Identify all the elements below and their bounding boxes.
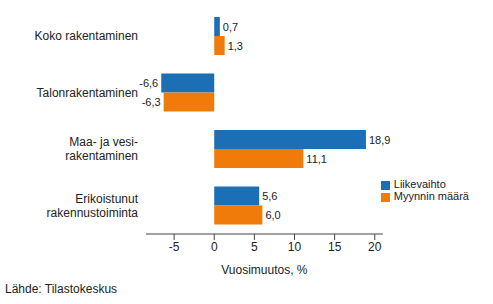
- svg-text:Talonrakentaminen: Talonrakentaminen: [37, 86, 138, 100]
- svg-text:6,0: 6,0: [265, 209, 280, 221]
- svg-text:15: 15: [328, 240, 342, 254]
- svg-text:Erikoistunutrakennustoiminta: Erikoistunutrakennustoiminta: [47, 192, 139, 220]
- svg-text:5: 5: [251, 240, 258, 254]
- svg-text:-6,6: -6,6: [139, 77, 158, 89]
- svg-text:Vuosimuutos, %: Vuosimuutos, %: [221, 263, 308, 277]
- svg-text:-5: -5: [169, 240, 180, 254]
- svg-text:0,7: 0,7: [223, 21, 238, 33]
- html-text:Liikevaihto: Liikevaihto: [393, 178, 446, 190]
- svg-text:1,3: 1,3: [228, 40, 243, 52]
- html-text:Myynnin määrä: Myynnin määrä: [393, 190, 469, 202]
- svg-text:-6,3: -6,3: [142, 96, 161, 108]
- svg-text:0: 0: [211, 240, 218, 254]
- svg-text:18,9: 18,9: [369, 134, 390, 146]
- svg-text:20: 20: [368, 240, 382, 254]
- svg-text:Koko rakentaminen: Koko rakentaminen: [35, 29, 138, 43]
- html-text:Lähde: Tilastokeskus: Lähde: Tilastokeskus: [5, 282, 118, 296]
- svg-text:5,6: 5,6: [262, 190, 277, 202]
- svg-text:Maa- ja vesi-rakentaminen: Maa- ja vesi-rakentaminen: [65, 135, 138, 163]
- svg-text:11,1: 11,1: [306, 153, 327, 165]
- svg-text:10: 10: [288, 240, 302, 254]
